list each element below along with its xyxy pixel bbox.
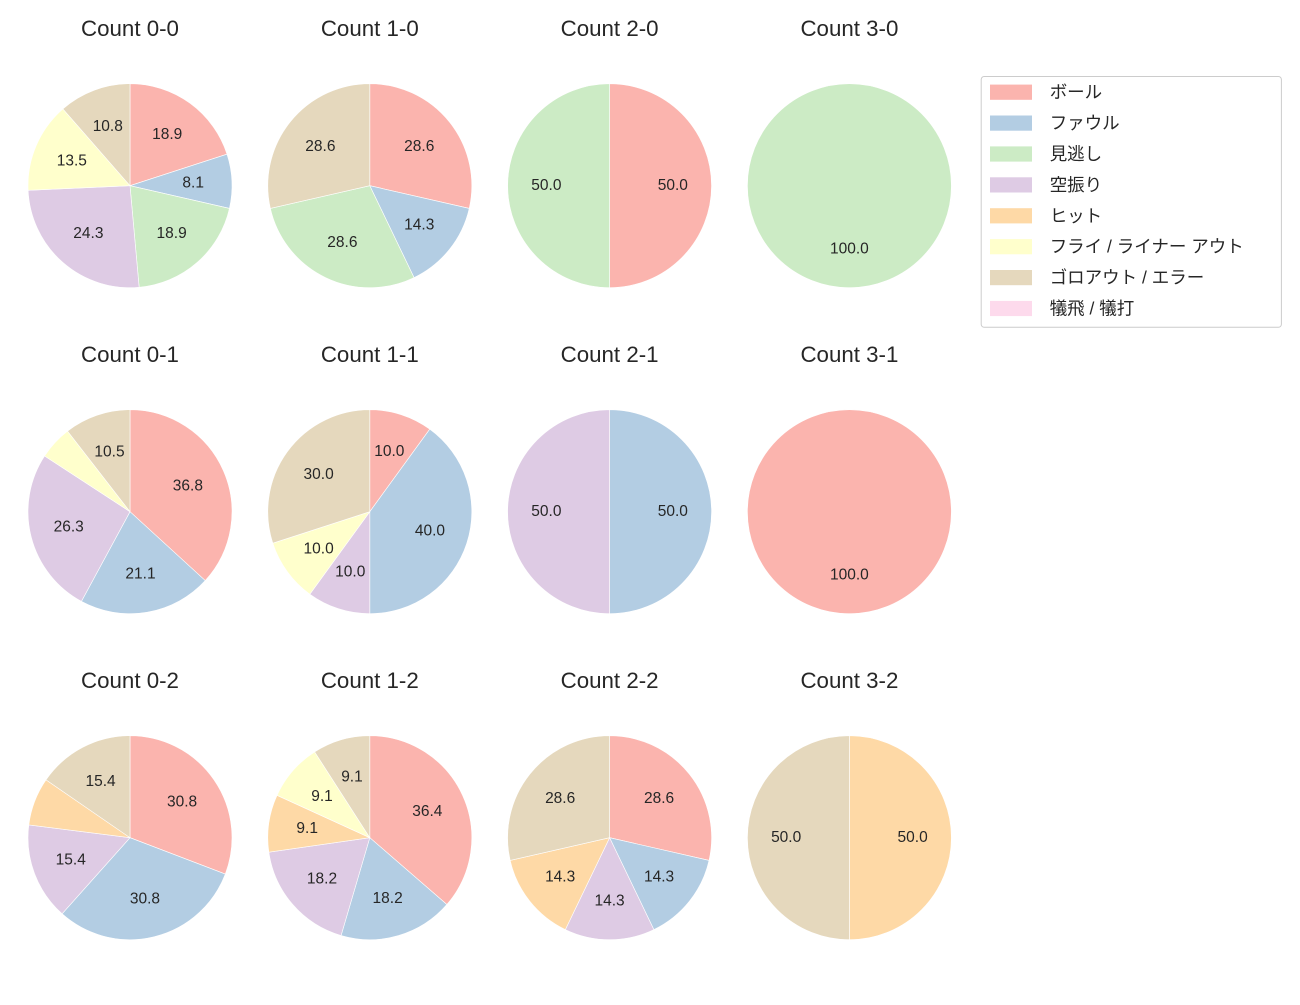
svg-text:Count 2-1: Count 2-1 [561, 342, 659, 367]
svg-text:犠飛 / 犠打: 犠飛 / 犠打 [1050, 299, 1135, 319]
svg-text:30.8: 30.8 [167, 793, 197, 810]
svg-text:ファウル: ファウル [1050, 113, 1120, 133]
svg-text:Count 1-1: Count 1-1 [321, 342, 419, 367]
svg-text:フライ / ライナー アウト: フライ / ライナー アウト [1050, 237, 1244, 257]
svg-text:10.8: 10.8 [93, 118, 123, 135]
svg-text:8.1: 8.1 [182, 174, 204, 191]
svg-text:100.0: 100.0 [830, 240, 869, 257]
svg-text:10.5: 10.5 [94, 443, 124, 460]
svg-text:Count 0-2: Count 0-2 [81, 668, 179, 693]
svg-text:26.3: 26.3 [54, 519, 84, 536]
svg-text:14.3: 14.3 [404, 217, 434, 234]
svg-text:ボール: ボール [1050, 82, 1103, 102]
svg-text:Count 2-2: Count 2-2 [561, 668, 659, 693]
svg-text:10.0: 10.0 [374, 443, 405, 460]
svg-text:空振り: 空振り [1050, 175, 1103, 195]
svg-text:9.1: 9.1 [341, 769, 363, 786]
svg-text:28.6: 28.6 [644, 790, 674, 807]
svg-text:28.6: 28.6 [305, 138, 335, 155]
svg-text:28.6: 28.6 [545, 790, 575, 807]
svg-text:Count 2-0: Count 2-0 [561, 16, 659, 41]
svg-text:Count 0-0: Count 0-0 [81, 16, 179, 41]
svg-text:15.4: 15.4 [85, 773, 116, 790]
svg-text:10.0: 10.0 [304, 540, 335, 557]
svg-text:50.0: 50.0 [531, 177, 562, 194]
svg-text:15.4: 15.4 [56, 851, 87, 868]
svg-text:Count 3-2: Count 3-2 [800, 668, 898, 693]
svg-text:Count 1-0: Count 1-0 [321, 16, 419, 41]
svg-text:18.9: 18.9 [157, 225, 187, 242]
svg-text:18.2: 18.2 [307, 871, 337, 888]
svg-text:50.0: 50.0 [531, 503, 562, 520]
svg-text:9.1: 9.1 [311, 788, 333, 805]
svg-text:50.0: 50.0 [658, 503, 689, 520]
svg-text:10.0: 10.0 [335, 563, 366, 580]
svg-text:28.6: 28.6 [404, 138, 434, 155]
svg-text:13.5: 13.5 [57, 152, 87, 169]
svg-text:30.8: 30.8 [130, 891, 160, 908]
svg-text:Count 0-1: Count 0-1 [81, 342, 179, 367]
svg-text:50.0: 50.0 [771, 829, 802, 846]
svg-text:36.4: 36.4 [412, 803, 443, 820]
svg-text:Count 3-0: Count 3-0 [800, 16, 898, 41]
svg-text:18.2: 18.2 [373, 890, 403, 907]
svg-text:21.1: 21.1 [125, 566, 155, 583]
svg-text:14.3: 14.3 [595, 892, 625, 909]
svg-text:14.3: 14.3 [644, 869, 674, 886]
svg-text:Count 1-2: Count 1-2 [321, 668, 419, 693]
svg-text:100.0: 100.0 [830, 566, 869, 583]
svg-text:36.8: 36.8 [173, 478, 203, 495]
svg-text:50.0: 50.0 [898, 829, 929, 846]
svg-text:ゴロアウト / エラー: ゴロアウト / エラー [1050, 268, 1205, 288]
svg-text:50.0: 50.0 [658, 177, 689, 194]
svg-text:24.3: 24.3 [73, 225, 103, 242]
svg-text:9.1: 9.1 [296, 820, 318, 837]
svg-text:30.0: 30.0 [304, 466, 335, 483]
svg-text:28.6: 28.6 [327, 234, 357, 251]
svg-text:ヒット: ヒット [1050, 206, 1103, 226]
svg-text:Count 3-1: Count 3-1 [800, 342, 898, 367]
svg-text:14.3: 14.3 [545, 869, 575, 886]
svg-text:見逃し: 見逃し [1050, 144, 1103, 164]
svg-text:40.0: 40.0 [415, 523, 446, 540]
svg-text:18.9: 18.9 [152, 126, 182, 143]
